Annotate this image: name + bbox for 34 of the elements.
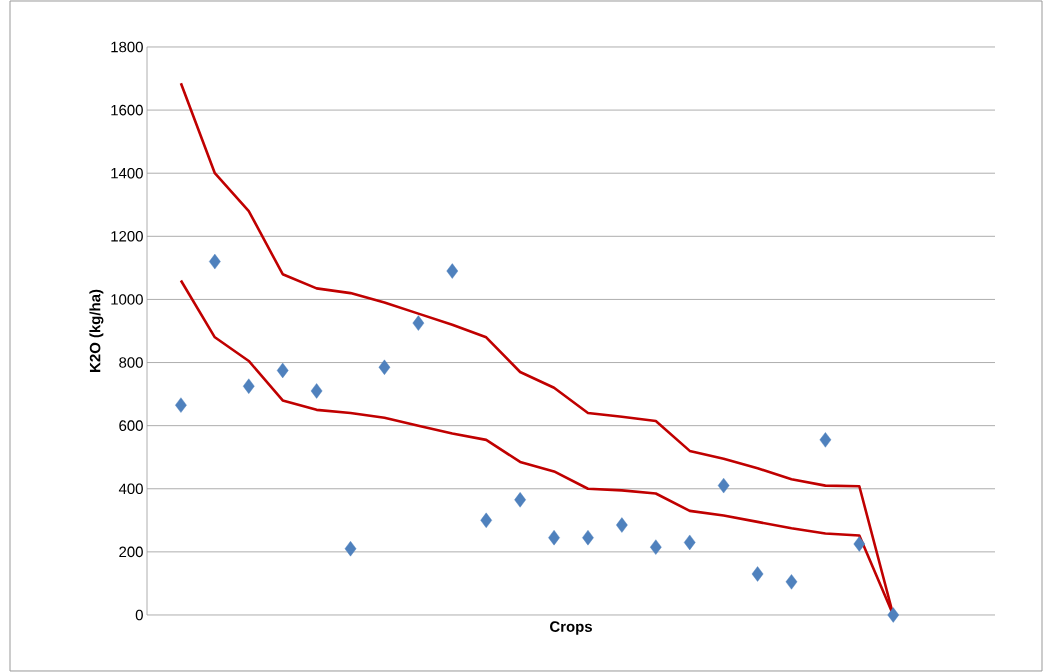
point	[717, 477, 730, 494]
y-tick-label: 400	[118, 483, 143, 495]
point	[819, 432, 832, 448]
y-tick-label: 200	[119, 546, 143, 558]
point	[616, 517, 628, 533]
point	[683, 534, 696, 551]
point	[276, 362, 289, 379]
point	[548, 530, 560, 546]
y-tick-label: 1200	[111, 231, 143, 242]
point	[582, 530, 594, 546]
point	[853, 536, 866, 552]
y-tick-label: 0	[135, 609, 143, 621]
point	[480, 512, 493, 528]
point	[344, 541, 357, 557]
point	[310, 383, 323, 399]
y-tick-label: 1400	[111, 167, 143, 179]
point	[175, 397, 187, 413]
point	[242, 378, 255, 394]
y-tick-label: 1600	[111, 104, 143, 116]
point	[785, 574, 798, 590]
y-tick-label: 1000	[111, 294, 143, 305]
point	[209, 253, 221, 270]
point	[514, 492, 526, 508]
y-tick-label: 1800	[111, 41, 143, 53]
x-axis-title: Crops	[550, 621, 592, 635]
point	[650, 539, 662, 555]
y-tick-label: 600	[119, 420, 143, 431]
point	[412, 315, 425, 331]
point	[751, 566, 764, 582]
y-tick-label: 800	[119, 357, 143, 368]
point	[887, 607, 900, 623]
y-axis-title: K2O (kg/ha)	[89, 289, 104, 372]
point	[446, 263, 459, 279]
point	[378, 359, 391, 375]
